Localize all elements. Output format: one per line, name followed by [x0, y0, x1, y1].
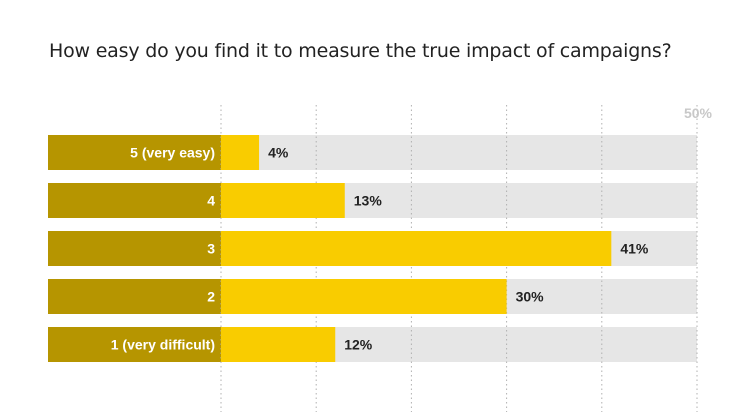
category-label: 2	[207, 289, 215, 305]
bar	[221, 135, 260, 170]
label-layer: 5 (very easy) 4 3 2 1 (very difficult) 4% 13% 4…	[111, 145, 649, 353]
value-label: 12%	[344, 337, 373, 353]
bar	[221, 279, 507, 314]
value-label: 41%	[620, 241, 649, 257]
bar-layer	[221, 135, 612, 362]
category-label: 5 (very easy)	[130, 145, 215, 161]
chart-title: How easy do you find it to measure the t…	[49, 40, 672, 62]
category-band	[48, 327, 221, 362]
value-label: 30%	[516, 289, 545, 305]
category-band	[48, 183, 221, 218]
category-label: 4	[207, 193, 215, 209]
value-label: 13%	[354, 193, 383, 209]
category-label: 3	[207, 241, 215, 257]
category-band	[48, 231, 221, 266]
bar	[221, 183, 345, 218]
bar	[221, 327, 336, 362]
category-band	[48, 279, 221, 314]
category-label: 1 (very difficult)	[111, 337, 215, 353]
bar	[221, 231, 612, 266]
axis-max-label: 50%	[684, 105, 713, 121]
bar-track	[221, 135, 697, 170]
category-band	[48, 135, 221, 170]
value-label: 4%	[268, 145, 289, 161]
